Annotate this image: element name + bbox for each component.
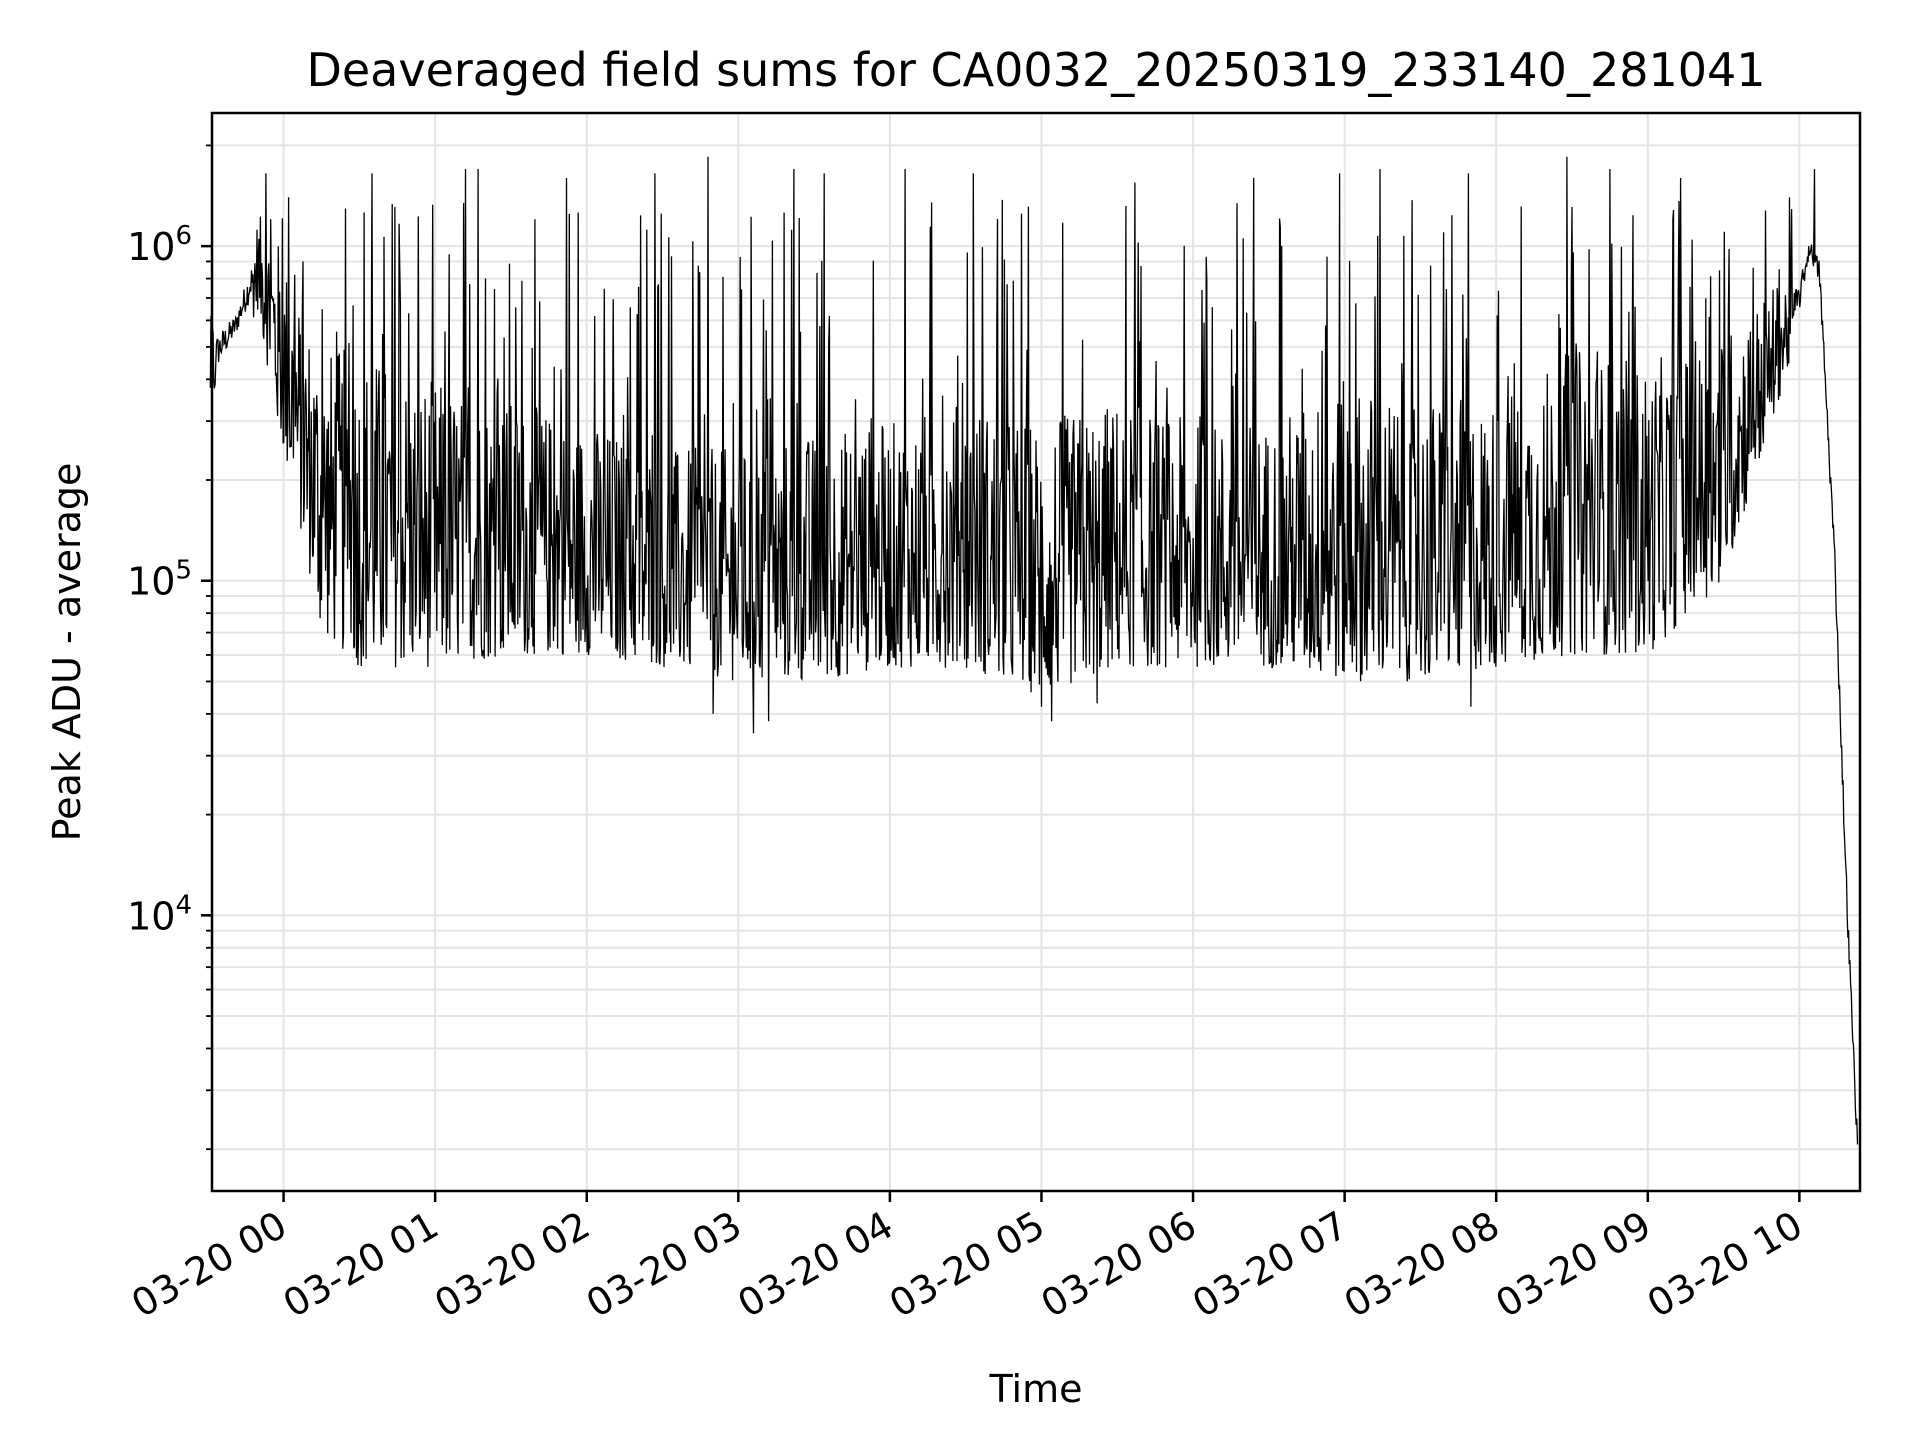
x-tick-label: 03-20 04 (730, 1203, 900, 1327)
x-tick-label: 03-20 07 (1185, 1203, 1355, 1327)
x-tick-label: 03-20 00 (124, 1203, 294, 1327)
series-area (209, 156, 1859, 1145)
y-axis-label: Peak ADU - average (45, 463, 89, 842)
x-tick-label: 03-20 06 (1034, 1203, 1204, 1327)
grid (212, 113, 1860, 1191)
series-line (209, 156, 1859, 1145)
x-tick-label: 03-20 09 (1488, 1203, 1658, 1327)
x-tick-label: 03-20 02 (427, 1203, 597, 1327)
y-tick-label: 104 (127, 890, 192, 938)
x-tick-label: 03-20 10 (1640, 1203, 1810, 1327)
y-tick-label: 105 (127, 556, 192, 604)
y-axis: 104 105 106 (127, 144, 212, 1151)
x-tick-label: 03-20 01 (276, 1203, 446, 1327)
plot-frame (210, 111, 1862, 1193)
x-axis-label: Time (989, 1367, 1083, 1411)
x-tick-label: 03-20 08 (1337, 1203, 1507, 1327)
x-tick-label: 03-20 03 (579, 1203, 749, 1327)
x-tick-label: 03-20 05 (882, 1203, 1052, 1327)
chart-title: Deaveraged field sums for CA0032_2025031… (306, 43, 1765, 97)
y-tick-label: 106 (127, 221, 192, 269)
